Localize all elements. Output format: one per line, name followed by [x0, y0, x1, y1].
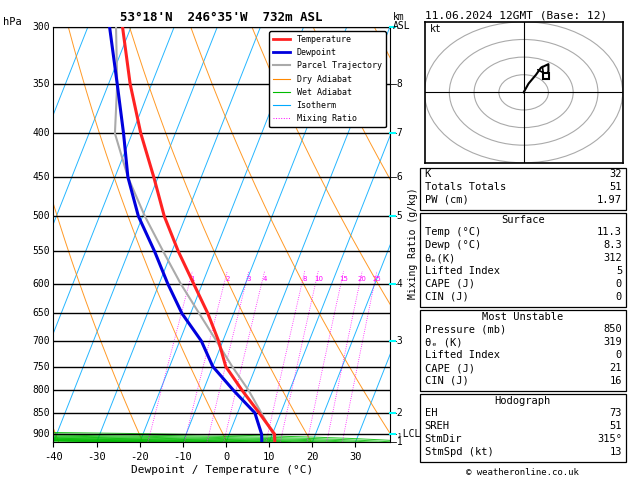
Text: hPa: hPa [3, 17, 22, 27]
Text: –5: –5 [391, 211, 403, 221]
Text: 312: 312 [603, 253, 622, 263]
Text: Surface: Surface [501, 215, 545, 225]
Text: 20: 20 [358, 276, 367, 282]
Text: 10: 10 [314, 276, 323, 282]
Text: 8.3: 8.3 [603, 240, 622, 250]
Text: 11.06.2024 12GMT (Base: 12): 11.06.2024 12GMT (Base: 12) [425, 11, 607, 21]
Text: 16: 16 [610, 376, 622, 386]
Text: 4: 4 [262, 276, 267, 282]
Text: CIN (J): CIN (J) [425, 292, 469, 302]
Text: 3: 3 [247, 276, 251, 282]
Text: Temp (°C): Temp (°C) [425, 227, 481, 238]
Text: θₑ(K): θₑ(K) [425, 253, 456, 263]
Text: 700: 700 [33, 336, 50, 346]
Text: K: K [425, 169, 431, 179]
Text: 73: 73 [610, 408, 622, 418]
Text: 15: 15 [339, 276, 348, 282]
Text: Totals Totals: Totals Totals [425, 182, 506, 192]
Text: 850: 850 [603, 325, 622, 334]
Text: StmDir: StmDir [425, 434, 462, 444]
Text: Most Unstable: Most Unstable [482, 312, 564, 322]
Text: 8: 8 [303, 276, 307, 282]
Text: StmSpd (kt): StmSpd (kt) [425, 447, 493, 457]
Text: –3: –3 [391, 336, 403, 346]
Text: 13: 13 [610, 447, 622, 457]
Text: 1: 1 [190, 276, 194, 282]
Text: θₑ (K): θₑ (K) [425, 337, 462, 347]
Legend: Temperature, Dewpoint, Parcel Trajectory, Dry Adiabat, Wet Adiabat, Isotherm, Mi: Temperature, Dewpoint, Parcel Trajectory… [269, 31, 386, 127]
Text: 800: 800 [33, 385, 50, 396]
Text: 550: 550 [33, 246, 50, 257]
Text: 21: 21 [610, 363, 622, 373]
Text: 11.3: 11.3 [597, 227, 622, 238]
Text: 650: 650 [33, 309, 50, 318]
Text: CAPE (J): CAPE (J) [425, 363, 474, 373]
Text: 319: 319 [603, 337, 622, 347]
Text: 500: 500 [33, 211, 50, 221]
Text: –7: –7 [391, 128, 403, 139]
Text: 51: 51 [610, 421, 622, 432]
Text: 350: 350 [33, 79, 50, 89]
Text: –2: –2 [391, 408, 403, 418]
Text: 5: 5 [616, 266, 622, 276]
Text: –₁LCL: –₁LCL [391, 429, 420, 439]
Text: Lifted Index: Lifted Index [425, 350, 499, 360]
Text: 0: 0 [616, 279, 622, 289]
Text: 400: 400 [33, 128, 50, 139]
Text: SREH: SREH [425, 421, 450, 432]
Text: 0: 0 [616, 292, 622, 302]
Text: 900: 900 [33, 429, 50, 439]
X-axis label: Dewpoint / Temperature (°C): Dewpoint / Temperature (°C) [131, 465, 313, 475]
Text: 850: 850 [33, 408, 50, 418]
Text: 0: 0 [616, 350, 622, 360]
Text: CAPE (J): CAPE (J) [425, 279, 474, 289]
Text: –4: –4 [391, 279, 403, 289]
Text: 300: 300 [33, 22, 50, 32]
Text: 315°: 315° [597, 434, 622, 444]
Text: 600: 600 [33, 279, 50, 289]
Text: Pressure (mb): Pressure (mb) [425, 325, 506, 334]
Text: –6: –6 [391, 172, 403, 182]
Text: PW (cm): PW (cm) [425, 195, 469, 205]
Text: 32: 32 [610, 169, 622, 179]
Text: 25: 25 [372, 276, 381, 282]
Text: 1.97: 1.97 [597, 195, 622, 205]
Text: © weatheronline.co.uk: © weatheronline.co.uk [466, 469, 579, 477]
Text: ASL: ASL [392, 21, 410, 31]
Text: km: km [392, 12, 404, 22]
Text: EH: EH [425, 408, 437, 418]
Text: Mixing Ratio (g/kg): Mixing Ratio (g/kg) [408, 187, 418, 299]
Text: 2: 2 [225, 276, 230, 282]
Text: Dewp (°C): Dewp (°C) [425, 240, 481, 250]
Text: Hodograph: Hodograph [494, 396, 551, 406]
Text: 750: 750 [33, 362, 50, 371]
Text: kt: kt [430, 24, 442, 35]
Text: –8: –8 [391, 79, 403, 89]
Text: CIN (J): CIN (J) [425, 376, 469, 386]
Text: Lifted Index: Lifted Index [425, 266, 499, 276]
Text: 53°18'N  246°35'W  732m ASL: 53°18'N 246°35'W 732m ASL [121, 11, 323, 24]
Text: –1: –1 [391, 437, 403, 447]
Text: 450: 450 [33, 172, 50, 182]
Text: 51: 51 [610, 182, 622, 192]
